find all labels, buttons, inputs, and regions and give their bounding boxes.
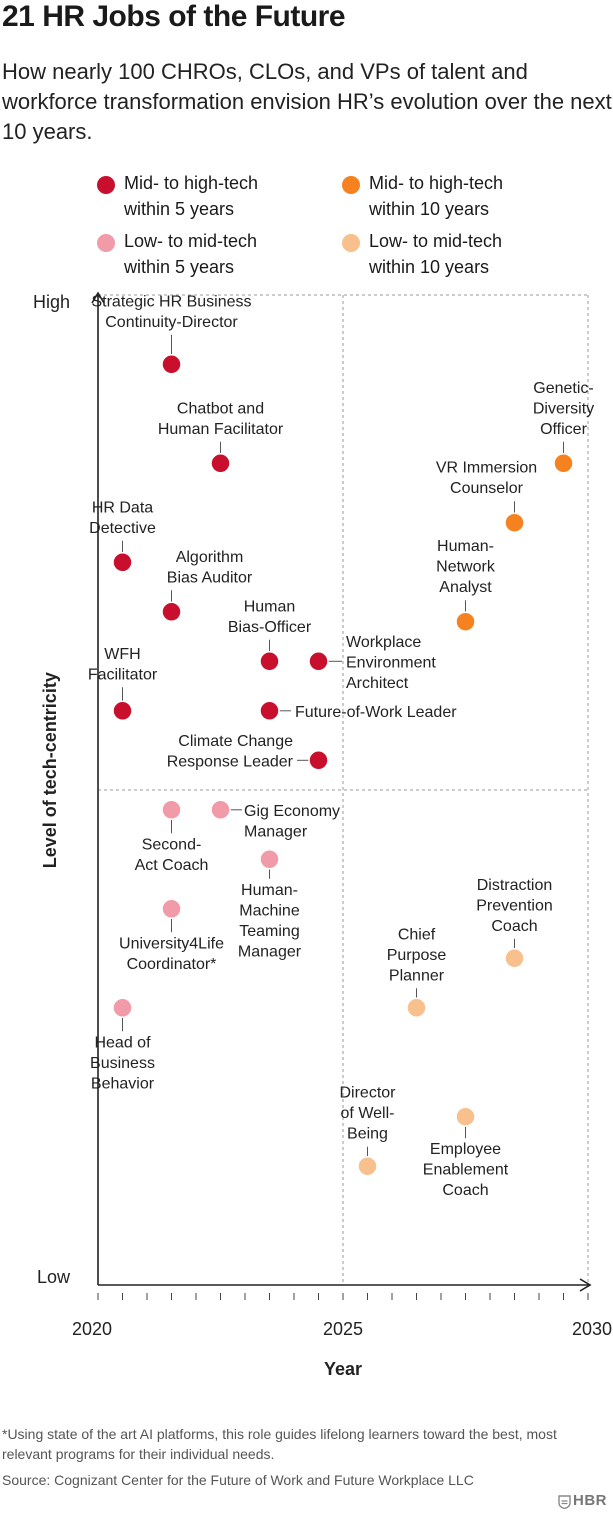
point-label: Climate Change Response Leader — [167, 733, 294, 771]
x-tick-label: 2020 — [72, 1319, 112, 1339]
legend: Mid- to high-tech within 5 years Mid- to … — [0, 170, 613, 280]
point-label: Employee Enablement Coach — [423, 1141, 509, 1199]
y-tick-label: Low — [37, 1267, 71, 1287]
y-tick-label: High — [33, 292, 70, 312]
y-axis-arrow — [91, 291, 105, 304]
data-point — [308, 651, 329, 672]
point-label: Gig Economy Manager — [244, 803, 340, 841]
point-label: Workplace Environment Architect — [346, 634, 436, 692]
data-point — [112, 700, 133, 722]
shield-icon — [558, 1495, 571, 1509]
data-point — [112, 552, 133, 573]
point-label: University4Life Coordinator* — [119, 935, 224, 973]
data-point — [504, 948, 525, 969]
legend-swatch — [97, 176, 115, 194]
data-point — [259, 849, 280, 870]
data-point — [259, 700, 280, 722]
data-point — [161, 601, 182, 623]
scatter-chart: 2020 2025 2030 High Low Year Level of tech-cen… — [33, 291, 612, 1379]
data-point — [455, 611, 476, 632]
source-note: Source: Cognizant Center for the Future … — [2, 1472, 474, 1488]
data-point — [112, 997, 133, 1019]
legend-swatch — [342, 176, 360, 194]
point-label: HR Data Detective — [89, 499, 156, 537]
legend-label: Mid- to high-tech within 10 years — [369, 173, 504, 219]
point-label: Distraction Prevention Coach — [476, 877, 553, 935]
data-point — [357, 1155, 378, 1177]
point-label: Second-Act Coach — [135, 836, 209, 874]
point-label: Future-of-Work Leader — [295, 704, 457, 721]
data-point — [161, 354, 182, 375]
legend-label: Low- to mid-tech within 5 years — [124, 231, 258, 277]
point-label: Director of Well-Being — [339, 1085, 396, 1143]
data-point — [161, 898, 182, 920]
x-axis-arrow — [579, 1278, 592, 1292]
x-tick-label: 2025 — [323, 1319, 363, 1339]
data-point — [210, 799, 231, 821]
x-tick-label: 2030 — [572, 1319, 612, 1339]
point-label: Genetic-Diversity Officer — [533, 380, 594, 438]
legend-item-low-mid-5: Low- to mid-tech within 5 years — [97, 228, 337, 280]
point-label: VR Immersion Counselor — [436, 460, 537, 498]
data-point — [553, 453, 574, 474]
point-label: Chatbot and Human Facilitator — [158, 400, 284, 438]
chart-subtitle: How nearly 100 CHROs, CLOs, and VPs of t… — [2, 59, 612, 144]
point-label: Chief Purpose Planner — [387, 926, 447, 984]
legend-item-mid-high-5: Mid- to high-tech within 5 years — [97, 170, 337, 222]
point-label: Algorithm Bias Auditor — [167, 549, 253, 587]
legend-label: Low- to mid-tech within 10 years — [369, 231, 503, 277]
legend-swatch — [342, 234, 360, 252]
point-label: Human-Network Analyst — [436, 538, 496, 596]
data-point — [308, 750, 329, 771]
point-label: WFH Facilitator — [88, 646, 158, 684]
point-label: Human Bias-Officer — [228, 598, 312, 636]
point-label: Head of Business Behavior — [90, 1034, 155, 1092]
data-point — [161, 799, 182, 821]
data-point — [504, 512, 525, 533]
data-point — [259, 651, 280, 672]
data-point — [455, 1106, 476, 1127]
point-label: Strategic HR Business Continuity-Director — [91, 293, 251, 331]
y-axis-title: Level of tech-centricity — [40, 672, 60, 868]
x-axis-title: Year — [324, 1359, 362, 1379]
chart-title: 21 HR Jobs of the Future — [2, 0, 346, 33]
data-point — [406, 997, 427, 1019]
legend-item-mid-high-10: Mid- to high-tech within 10 years — [342, 170, 582, 222]
point-label: Human-Machine Teaming Manager — [238, 882, 302, 961]
legend-swatch — [97, 234, 115, 252]
legend-label: Mid- to high-tech within 5 years — [124, 173, 259, 219]
legend-item-low-mid-10: Low- to mid-tech within 10 years — [342, 228, 582, 280]
data-point — [210, 453, 231, 474]
footnote: *Using state of the art AI platforms, th… — [2, 1426, 557, 1462]
